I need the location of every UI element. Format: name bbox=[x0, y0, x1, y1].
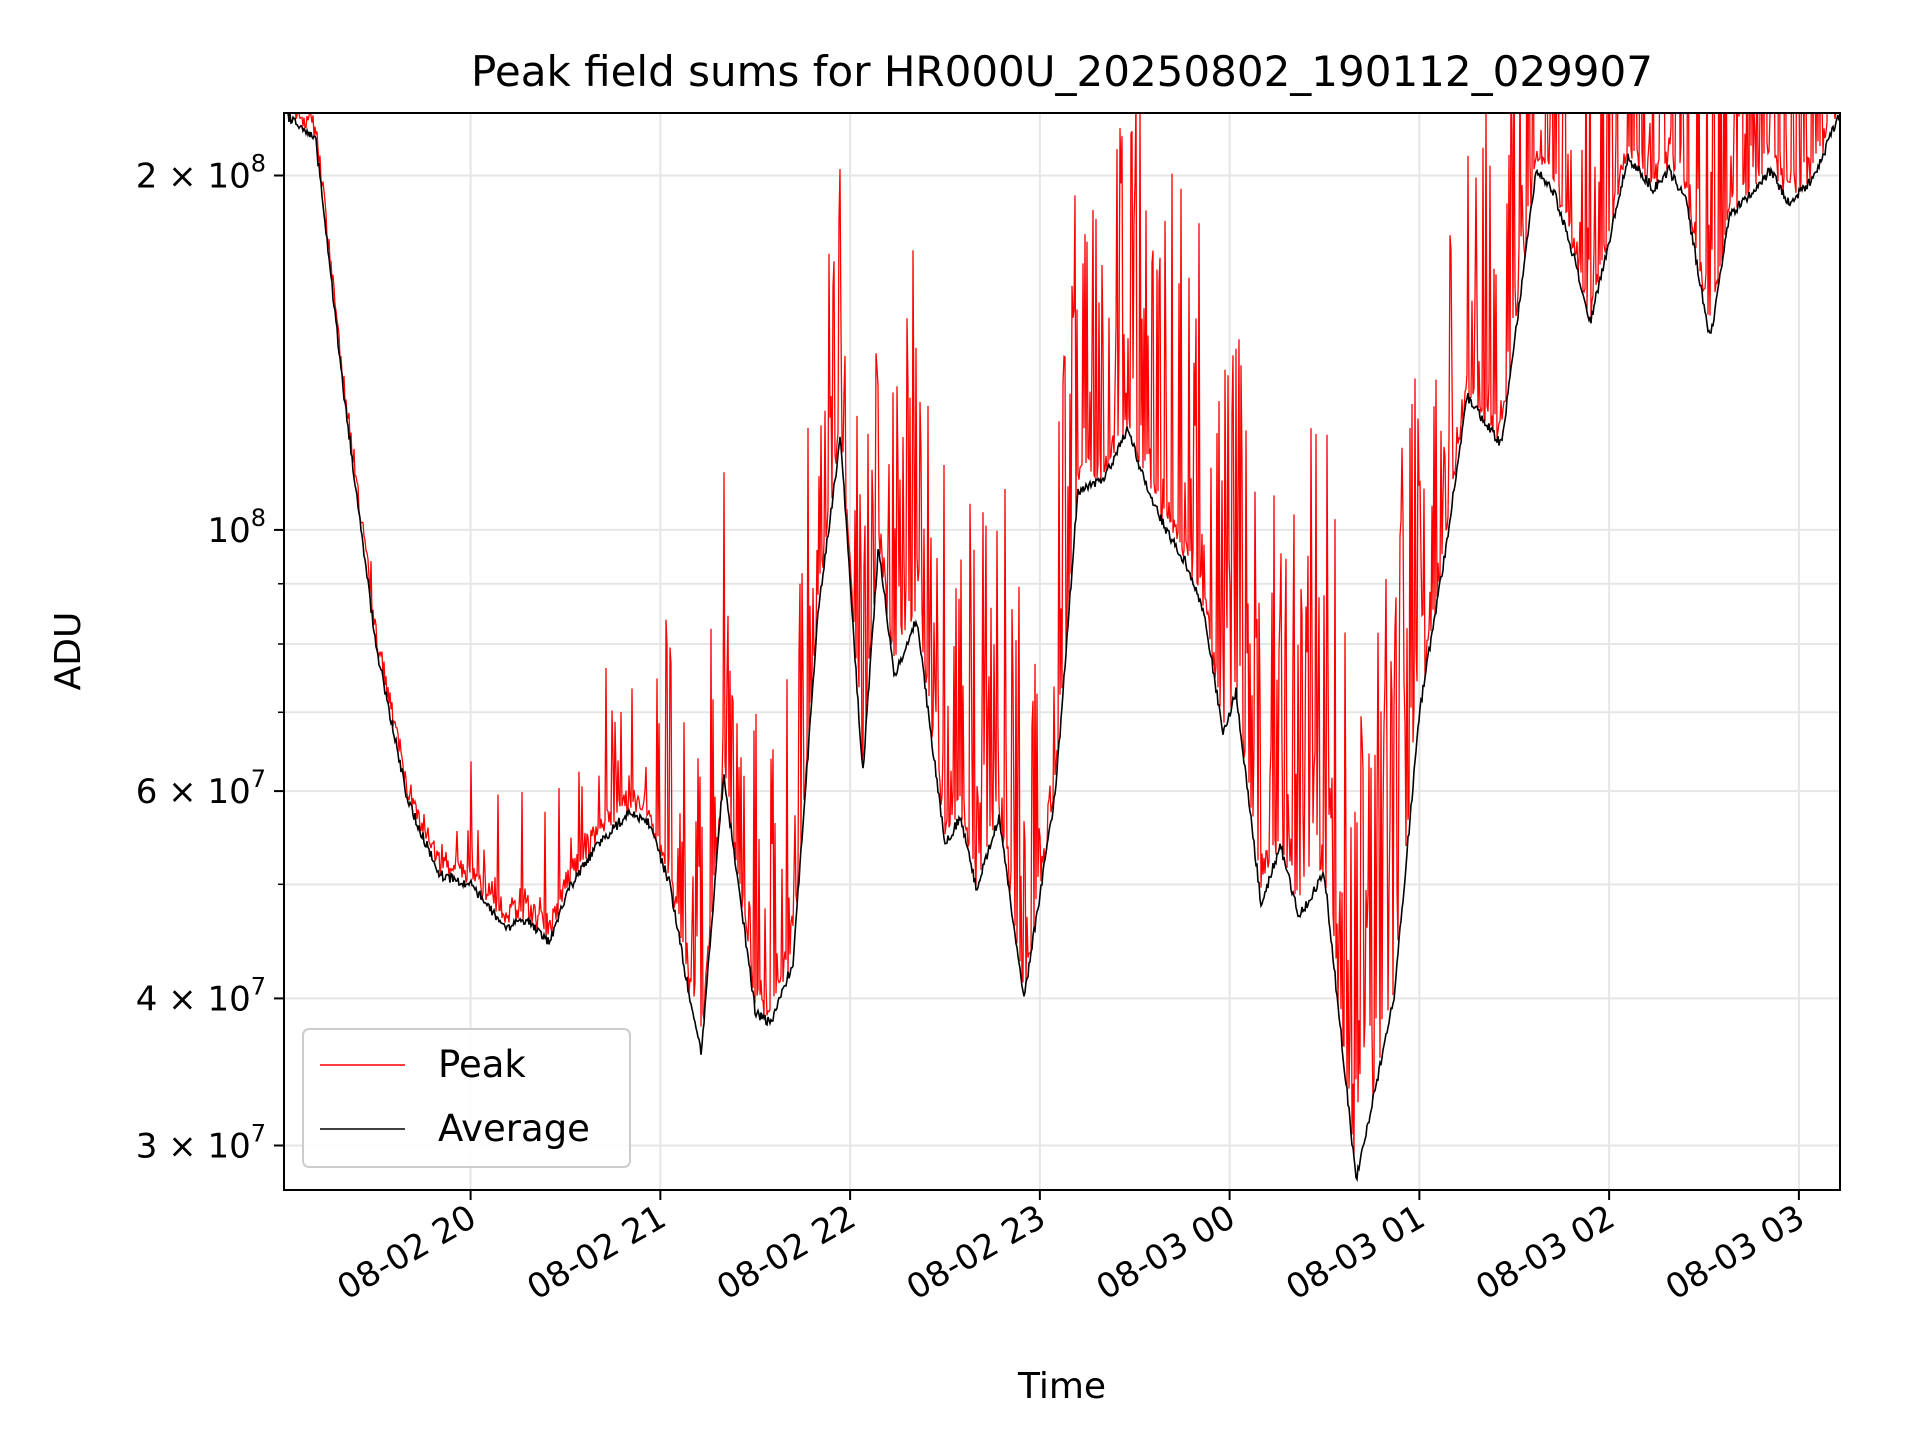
y-tick-label: 2 × 108 bbox=[136, 149, 266, 196]
chart-title: Peak field sums for HR000U_20250802_1901… bbox=[471, 47, 1653, 96]
legend-box bbox=[302, 1028, 631, 1168]
plot-frame bbox=[283, 112, 1841, 1191]
series-average-line bbox=[287, 113, 1840, 1183]
x-axis-label: Time bbox=[1017, 1366, 1106, 1407]
legend: Peak Average bbox=[302, 1028, 631, 1168]
y-axis-label: ADU bbox=[48, 612, 89, 691]
y-tick-label: 3 × 107 bbox=[136, 1120, 266, 1167]
y-tick-label: 6 × 107 bbox=[136, 765, 266, 812]
series-peak-line bbox=[286, 113, 1839, 1156]
series-layer bbox=[286, 113, 1840, 1183]
legend-peak-label: Peak bbox=[438, 1043, 526, 1086]
legend-average-label: Average bbox=[438, 1107, 590, 1150]
y-tick-label: 4 × 107 bbox=[136, 972, 266, 1019]
